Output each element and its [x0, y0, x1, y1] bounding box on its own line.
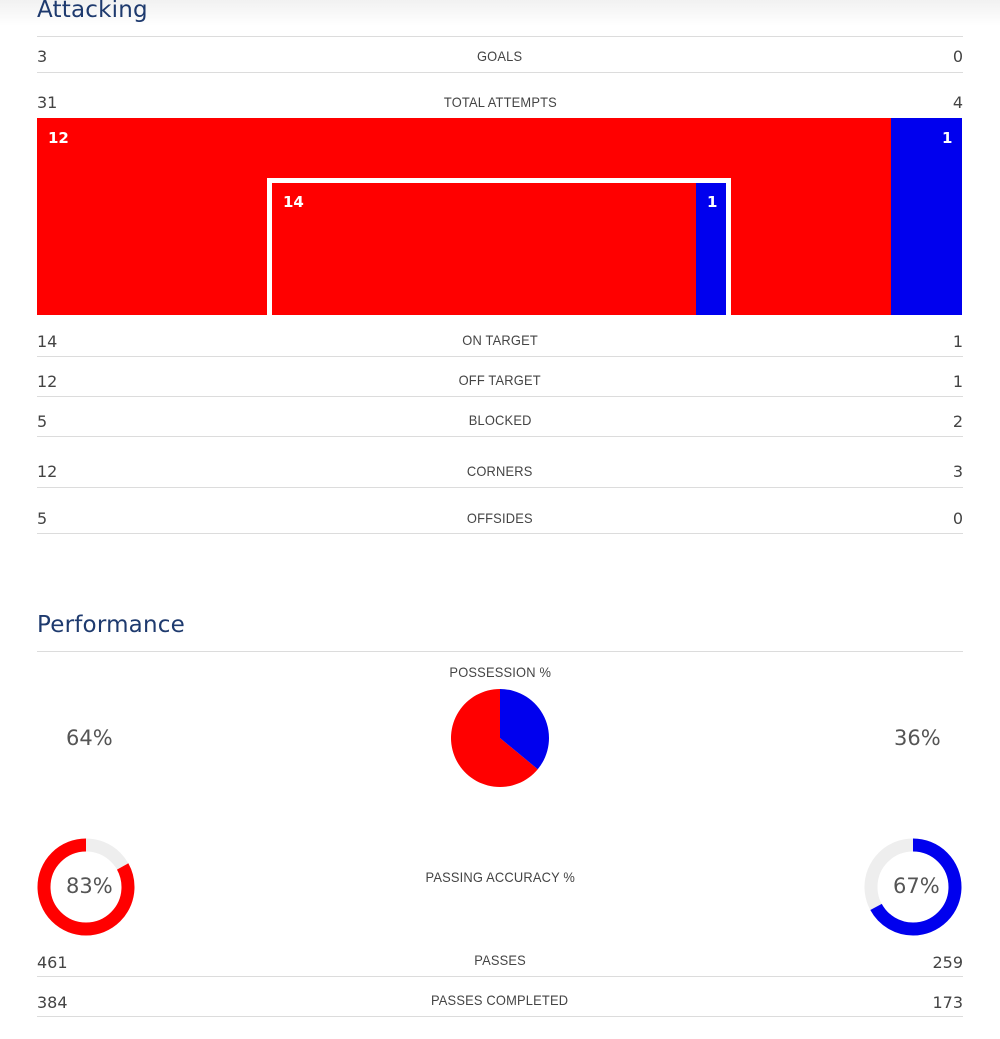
goals-away: 0 [952, 47, 963, 66]
divider [37, 651, 963, 652]
possession-label: POSSESSION % [449, 664, 551, 680]
off-target-label: OFF TARGET [458, 372, 542, 388]
divider [37, 533, 963, 534]
on-target-away: 1 [952, 332, 963, 351]
passing-accuracy-home: 83% [66, 874, 113, 898]
corners-away: 3 [952, 462, 963, 481]
passing-accuracy-away-donut [864, 838, 962, 936]
off-target-home: 12 [37, 372, 58, 391]
passes-away: 259 [932, 953, 963, 972]
goal-away-count: 1 [707, 193, 718, 211]
corners-home: 12 [37, 462, 58, 481]
passing-accuracy-away: 67% [893, 874, 940, 898]
possession-pie-chart [450, 689, 549, 787]
offsides-away: 0 [952, 509, 963, 528]
total-attempts-label: TOTAL ATTEMPTS [443, 94, 557, 110]
goals-home: 3 [37, 47, 48, 66]
donut-fill [37, 838, 135, 936]
passing-accuracy-label: PASSING ACCURACY % [425, 869, 575, 885]
blocked-away: 2 [952, 412, 963, 431]
divider [37, 1016, 963, 1017]
passes-completed-home: 384 [37, 993, 68, 1012]
goal-away-area [696, 183, 726, 315]
outside-box-away-area [891, 118, 962, 315]
possession-home: 64% [66, 726, 113, 750]
offsides-label: OFFSIDES [467, 510, 533, 526]
off-target-away: 1 [952, 372, 963, 391]
performance-title: Performance [37, 612, 185, 638]
goal-home-area [272, 183, 696, 315]
passes-completed-label: PASSES COMPLETED [431, 992, 569, 1008]
blocked-label: BLOCKED [468, 412, 532, 428]
divider [37, 396, 963, 397]
outside-box-home-count: 12 [48, 129, 69, 147]
divider [37, 72, 963, 73]
passing-accuracy-home-donut [37, 838, 135, 936]
goal-home-count: 14 [283, 193, 304, 211]
top-shade [0, 0, 1000, 26]
divider [37, 356, 963, 357]
divider [37, 976, 963, 977]
total-attempts-home: 31 [37, 93, 58, 112]
outside-box-away-count: 1 [942, 129, 953, 147]
on-target-home: 14 [37, 332, 58, 351]
blocked-home: 5 [37, 412, 48, 431]
divider [37, 436, 963, 437]
attacking-title: Attacking [37, 0, 148, 23]
total-attempts-away: 4 [952, 93, 963, 112]
passes-home: 461 [37, 953, 68, 972]
divider [37, 36, 963, 37]
passes-completed-away: 173 [932, 993, 963, 1012]
donut-fill [864, 838, 962, 936]
on-target-label: ON TARGET [462, 332, 538, 348]
possession-pie-away-slice [500, 689, 549, 770]
divider [37, 487, 963, 488]
goals-label: GOALS [477, 48, 523, 64]
possession-away: 36% [894, 726, 941, 750]
offsides-home: 5 [37, 509, 48, 528]
passes-label: PASSES [474, 952, 526, 968]
corners-label: CORNERS [467, 463, 533, 479]
possession-pie-home-slice [450, 689, 538, 787]
